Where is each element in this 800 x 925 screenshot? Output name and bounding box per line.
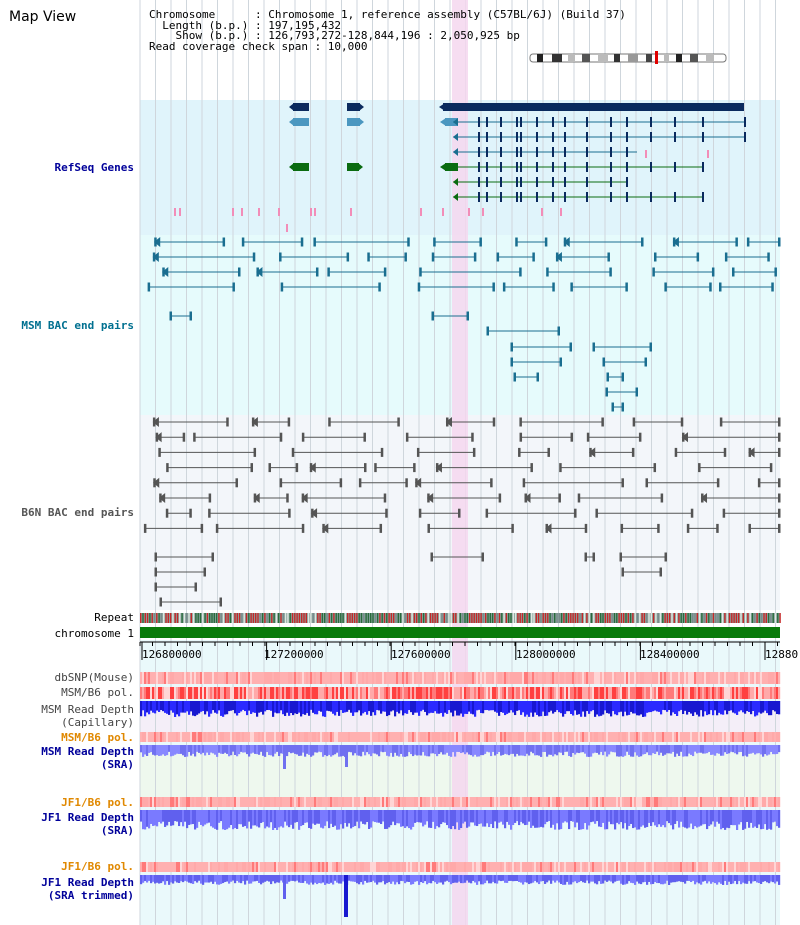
axis-tick-label: 128000000 bbox=[516, 648, 576, 661]
track-label-repeat[interactable]: Repeat bbox=[94, 611, 134, 624]
track-label-jf1-read-depth-sra[interactable]: JF1 Read Depth bbox=[41, 811, 134, 824]
track-label-jf1-b6-pol[interactable]: JF1/B6 pol. bbox=[61, 796, 134, 809]
coordinate-axis bbox=[139, 641, 780, 660]
chromosome-line: Chromosome : Chromosome 1, reference ass… bbox=[149, 8, 626, 21]
track-label-refseq[interactable]: RefSeq Genes bbox=[54, 161, 134, 174]
track-label-msm-b6-pol-2[interactable]: MSM/B6 pol. bbox=[61, 731, 134, 744]
axis-tick-label: 127200000 bbox=[264, 648, 324, 661]
gene-model[interactable] bbox=[347, 103, 360, 111]
length-line: Length (b.p.) : 197,195,432 bbox=[162, 18, 342, 32]
chromosome-info: Chromosome : Chromosome 1, reference ass… bbox=[149, 8, 626, 53]
chromosome-ideogram[interactable] bbox=[529, 51, 727, 64]
track-label-msm-b6-pol[interactable]: MSM/B6 pol. bbox=[61, 686, 134, 699]
heatmap-tracks[interactable] bbox=[140, 672, 781, 872]
selection-highlight[interactable] bbox=[452, 0, 468, 925]
track-label-b6n-bac[interactable]: B6N BAC end pairs bbox=[21, 506, 134, 519]
show-range-line: Show (b.p.) : 126,793,272-128,844,196 : … bbox=[175, 29, 520, 42]
repeat-track[interactable] bbox=[140, 613, 781, 623]
b6n-bac-pairs[interactable] bbox=[143, 416, 781, 607]
track-label-chromosome[interactable]: chromosome 1 bbox=[54, 627, 134, 640]
track-label-msm-bac[interactable]: MSM BAC end pairs bbox=[21, 319, 134, 332]
track-label-sra-suffix: (SRA) bbox=[100, 758, 134, 771]
track-label-capillary-suffix: (Capillary) bbox=[61, 716, 134, 729]
coverage-span-line: Read coverage check span : 10,000 bbox=[149, 39, 368, 53]
read-depth-tracks[interactable] bbox=[140, 701, 781, 917]
track-label-jf1-b6-pol-2[interactable]: JF1/B6 pol. bbox=[61, 860, 134, 873]
track-label-msm-read-depth-sra[interactable]: MSM Read Depth bbox=[41, 745, 134, 758]
refseq-genes[interactable] bbox=[174, 103, 746, 232]
axis-tick-label: 126800000 bbox=[142, 648, 202, 661]
gene-model[interactable] bbox=[443, 103, 744, 111]
track-label-jf1-read-depth-trim[interactable]: JF1 Read Depth bbox=[41, 876, 134, 889]
msm-bac-pairs[interactable] bbox=[147, 236, 781, 412]
chromosome-bar[interactable] bbox=[140, 627, 780, 638]
axis-tick-label: 127600000 bbox=[391, 648, 451, 661]
axis-tick-label: 128400000 bbox=[640, 648, 700, 661]
track-label-trimmed-suffix: (SRA trimmed) bbox=[47, 889, 134, 902]
axis-tick-label: 12880 bbox=[765, 648, 799, 661]
track-label-jf1-sra-suffix: (SRA) bbox=[100, 824, 134, 837]
page-title: Map View bbox=[9, 9, 77, 25]
ideogram-position-marker bbox=[655, 51, 658, 64]
track-label-dbsnp[interactable]: dbSNP(Mouse) bbox=[54, 671, 134, 684]
track-label-msm-read-depth-capillary[interactable]: MSM Read Depth bbox=[41, 703, 134, 716]
gene-model[interactable] bbox=[293, 103, 309, 111]
